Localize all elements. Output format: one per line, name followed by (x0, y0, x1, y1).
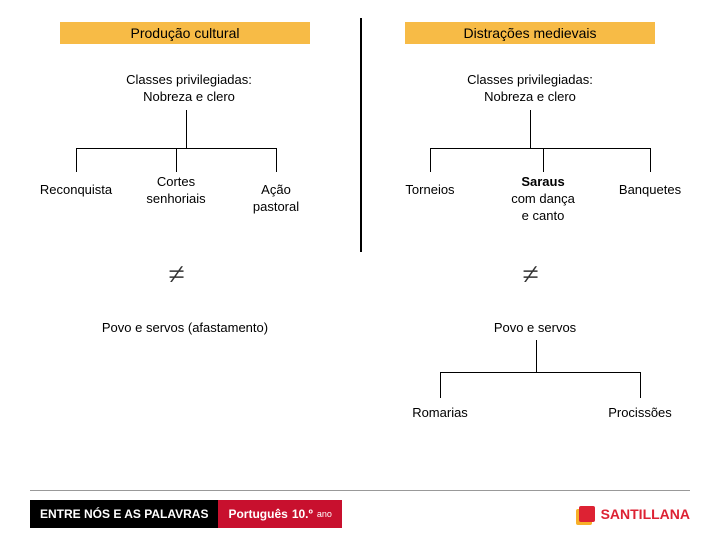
right-tree2-drop-2 (640, 372, 641, 398)
left-tier3: Povo e servos (afastamento) (75, 320, 295, 337)
left-tier2-item-1: Reconquista (26, 182, 126, 199)
left-tree-drop-1 (76, 148, 77, 172)
left-neq-icon: ≠ (168, 258, 184, 292)
right-tier4-item-2: Procissões (590, 405, 690, 422)
footer: ENTRE NÓS E AS PALAVRAS Português 10.º a… (0, 490, 720, 540)
right-tier2-item-1: Torneios (380, 182, 480, 199)
footer-brand-right: SANTILLANA (579, 500, 690, 528)
left-tier2-item-3-l1: Ação (261, 182, 291, 197)
left-tier2-item-2-l2: senhoriais (146, 191, 205, 206)
left-heading: Produção cultural (60, 22, 310, 44)
right-heading-label: Distrações medievais (463, 25, 596, 41)
footer-brand-left: ENTRE NÓS E AS PALAVRAS Português 10.º a… (30, 500, 342, 528)
right-tier4-item-1-l1: Romarias (412, 405, 468, 420)
right-tree2-drop-1 (440, 372, 441, 398)
footer-black-bar: ENTRE NÓS E AS PALAVRAS (30, 500, 218, 528)
right-tree2-cross (440, 372, 640, 373)
right-tier2-item-2: Saraus com dança e canto (490, 174, 596, 225)
right-tier3: Povo e servos (480, 320, 590, 337)
right-neq-icon: ≠ (522, 258, 538, 292)
right-tier2-item-3-l1: Banquetes (619, 182, 681, 197)
left-tree-stem (186, 110, 187, 148)
left-tree-drop-3 (276, 148, 277, 172)
right-tier2-item-2-l2: com dança (511, 191, 575, 206)
left-tier1: Classes privilegiadas: Nobreza e clero (114, 72, 264, 106)
right-tier1-line1: Classes privilegiadas: (467, 72, 593, 87)
left-heading-label: Produção cultural (131, 25, 240, 41)
right-tree-drop-3 (650, 148, 651, 172)
right-tier3-label: Povo e servos (494, 320, 576, 335)
left-tier2-item-1-l1: Reconquista (40, 182, 112, 197)
right-heading: Distrações medievais (405, 22, 655, 44)
center-divider (360, 18, 362, 252)
footer-red-grade: 10.º (292, 507, 313, 521)
right-tier1-line2: Nobreza e clero (484, 89, 576, 104)
left-tier2-item-3: Ação pastoral (226, 182, 326, 216)
left-tier2-item-2: Cortes senhoriais (126, 174, 226, 208)
right-tier4-item-2-l1: Procissões (608, 405, 672, 420)
right-tier2-item-3: Banquetes (600, 182, 700, 199)
right-tier1: Classes privilegiadas: Nobreza e clero (455, 72, 605, 106)
left-tier1-line1: Classes privilegiadas: (126, 72, 252, 87)
right-tree-cross (430, 148, 650, 149)
right-tier2-item-1-l1: Torneios (405, 182, 454, 197)
footer-underline (30, 490, 690, 491)
right-tree-drop-2 (543, 148, 544, 172)
footer-red-main: Português (228, 507, 287, 521)
footer-brand-right-label: SANTILLANA (601, 506, 690, 522)
footer-red-small: ano (317, 509, 332, 519)
right-tree-stem (530, 110, 531, 148)
right-tier2-item-2-l1: Saraus (521, 174, 564, 189)
left-tree-drop-2 (176, 148, 177, 172)
santillana-logo-icon (579, 506, 595, 522)
right-tree-drop-1 (430, 148, 431, 172)
right-tier2-item-2-l3: e canto (522, 208, 565, 223)
footer-red-bar: Português 10.º ano (218, 500, 341, 528)
right-tree2-stem (536, 340, 537, 372)
left-tier2-item-3-l2: pastoral (253, 199, 299, 214)
left-tier1-line2: Nobreza e clero (143, 89, 235, 104)
right-tier4-item-1: Romarias (390, 405, 490, 422)
diagram-canvas: Produção cultural Distrações medievais C… (0, 0, 720, 540)
footer-black-label: ENTRE NÓS E AS PALAVRAS (40, 507, 208, 521)
left-tier2-item-2-l1: Cortes (157, 174, 195, 189)
left-tier3-label: Povo e servos (afastamento) (102, 320, 268, 335)
